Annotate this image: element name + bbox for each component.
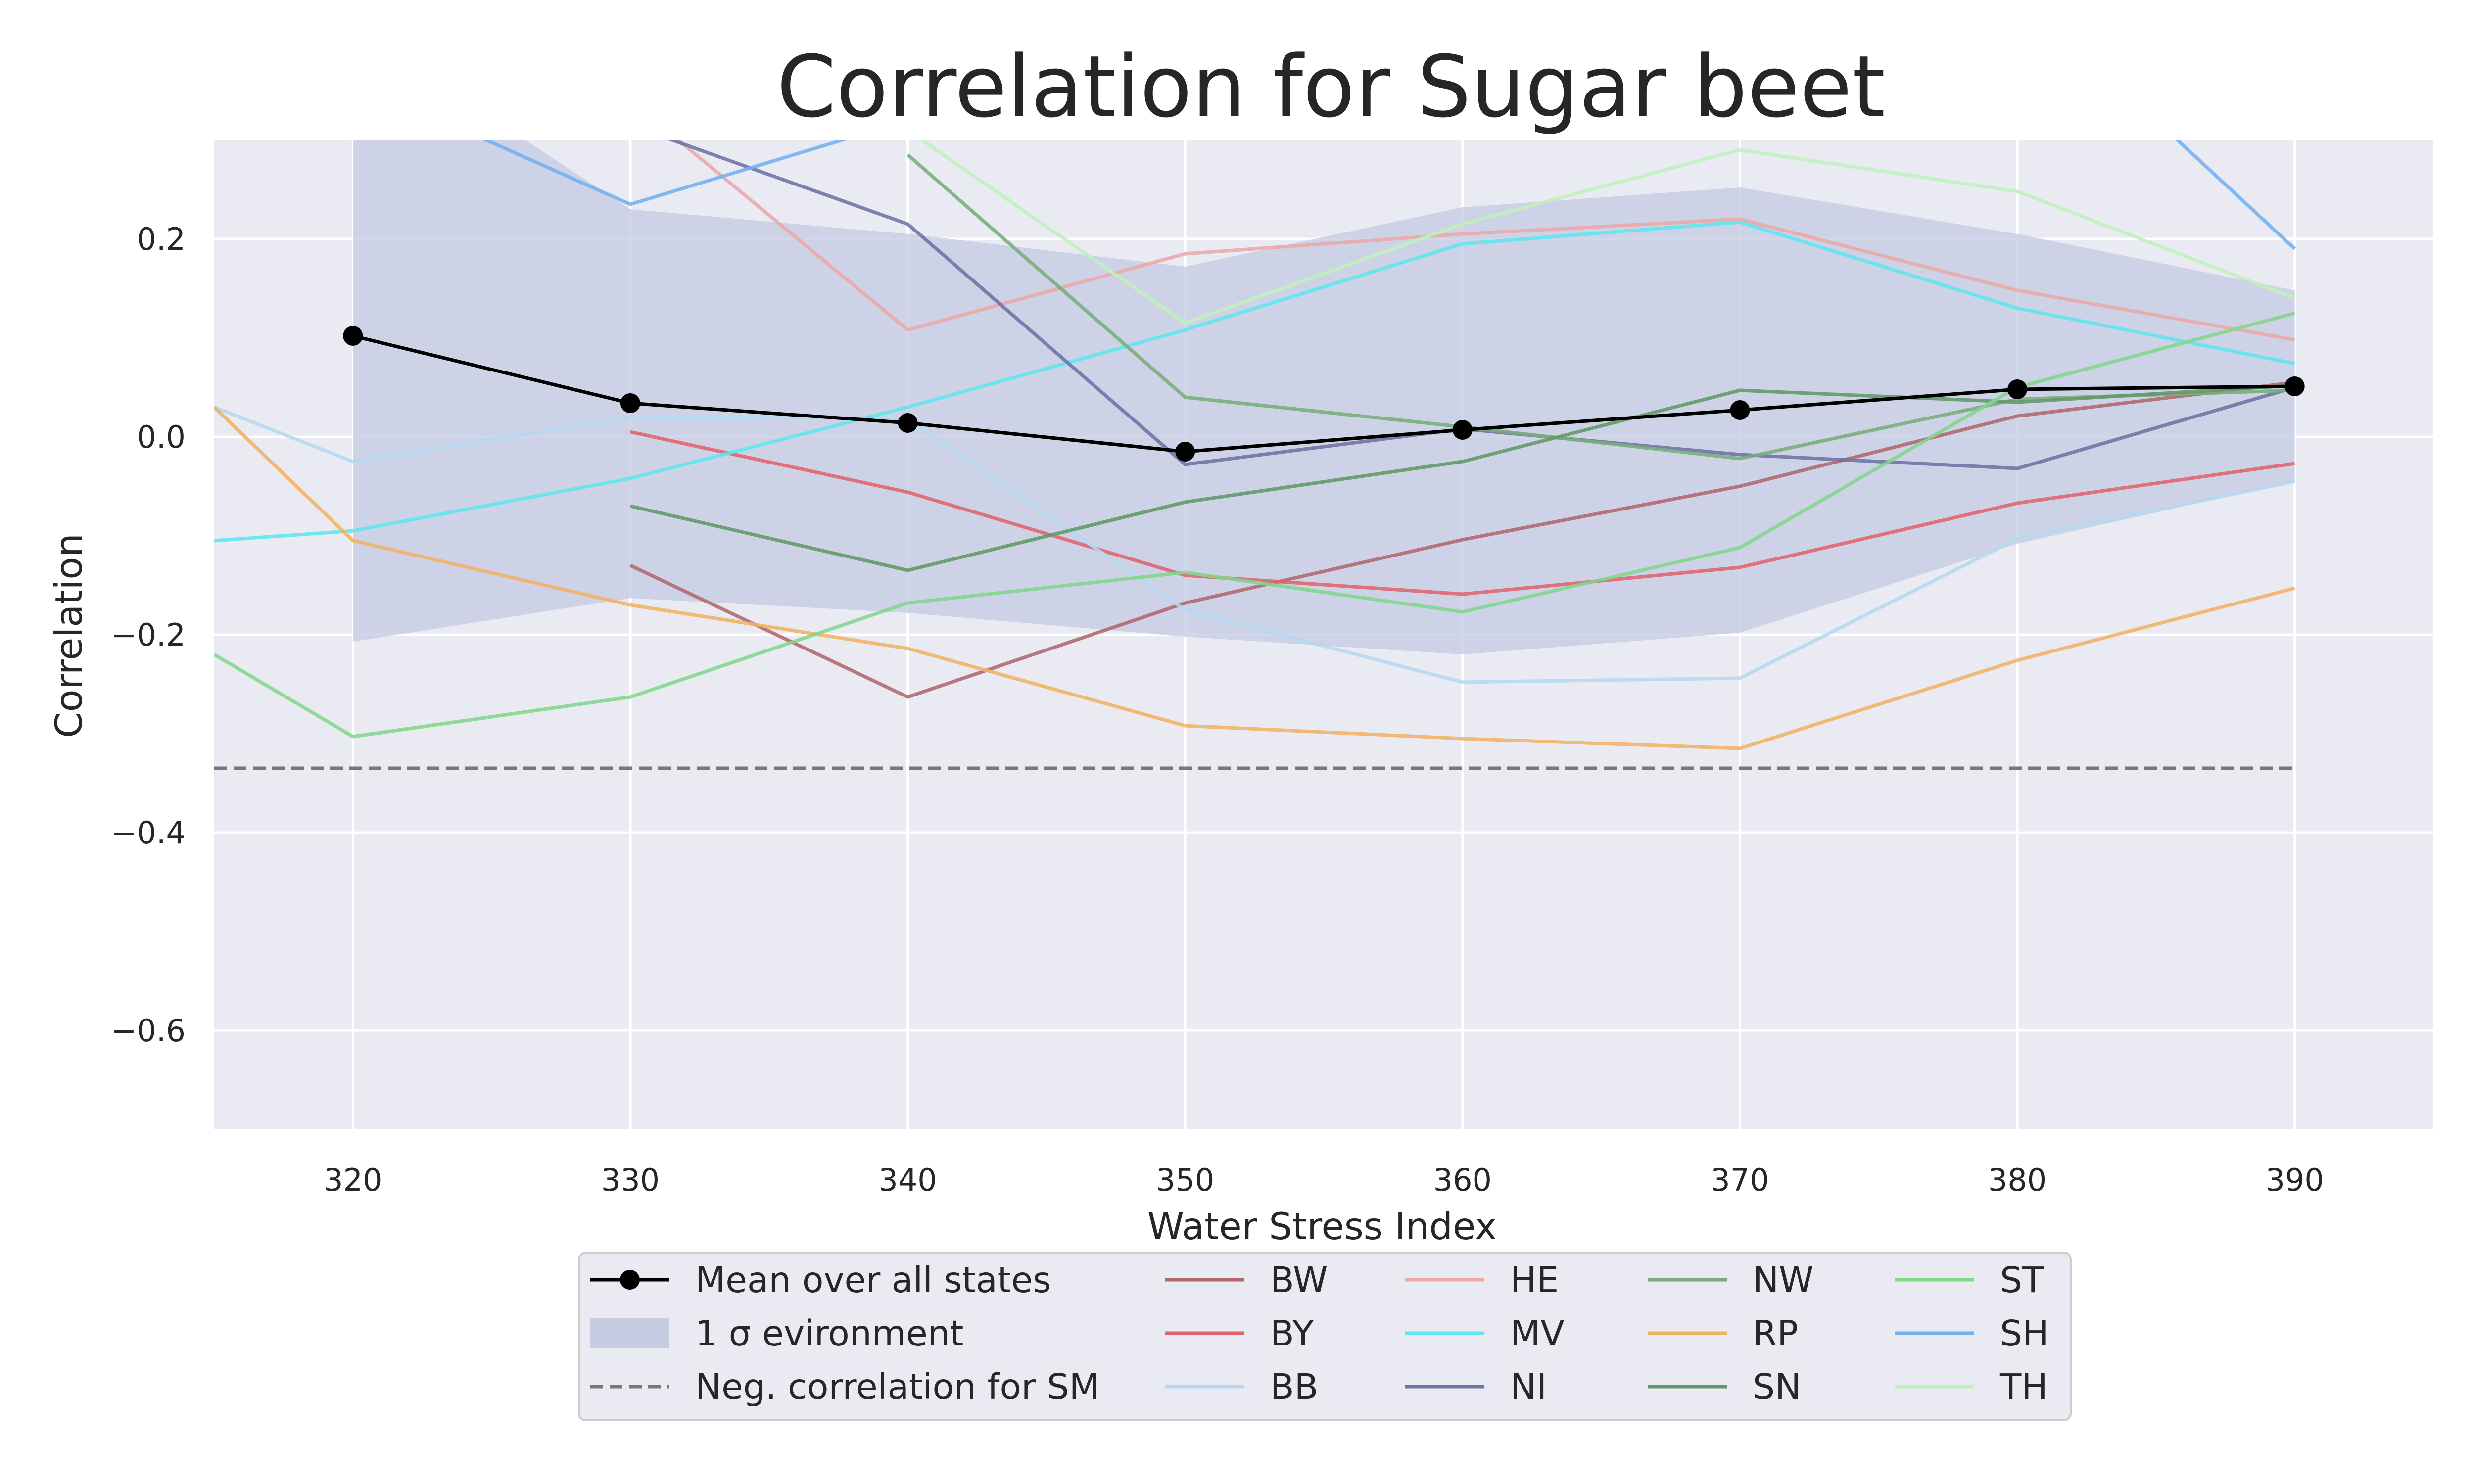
series-line-bb: [214, 405, 2295, 684]
legend-label: MV: [1510, 1313, 1565, 1354]
y-axis-label: Correlation: [47, 533, 91, 738]
legend-label: SN: [1753, 1366, 1801, 1407]
mean-point: [343, 326, 363, 346]
series-line-mv: [214, 220, 2295, 543]
series-line-sh: [481, 140, 2296, 250]
x-tick-label: 320: [324, 1162, 382, 1198]
legend-label: BW: [1270, 1259, 1328, 1300]
y-tick-label: −0.4: [111, 815, 186, 851]
mean-point: [2284, 376, 2305, 396]
legend-mean-marker: [620, 1270, 640, 1290]
legend-label: RP: [1753, 1313, 1798, 1354]
mean-point: [620, 393, 640, 413]
x-tick-label: 340: [878, 1162, 937, 1198]
legend-band-patch: [590, 1318, 669, 1348]
legend-label: HE: [1510, 1259, 1559, 1300]
legend-label: TH: [1999, 1366, 2048, 1407]
x-tick-label: 390: [2266, 1162, 2324, 1198]
y-tick-label: −0.2: [111, 617, 186, 653]
series-line-ni: [666, 140, 2295, 470]
legend-label: 1 σ evironment: [695, 1313, 963, 1354]
legend-label: NW: [1753, 1259, 1813, 1300]
x-tick-label: 380: [1988, 1162, 2046, 1198]
plot-area: 320 330 340 350 360 370 380 390 0.2 0.0 −0.2 −0.4 −0…: [111, 140, 2433, 1198]
y-tick-label: −0.6: [111, 1013, 186, 1049]
mean-point: [898, 413, 918, 433]
data-layer: [214, 140, 2305, 770]
sigma-band: [353, 140, 2295, 654]
legend-label: Neg. correlation for SM: [695, 1366, 1099, 1407]
legend-label: SH: [2000, 1313, 2048, 1354]
series-line-bw: [629, 380, 2295, 699]
series-line-th: [919, 140, 2295, 325]
legend-label: Mean over all states: [695, 1259, 1051, 1300]
x-tick-label: 330: [601, 1162, 660, 1198]
legend-label: ST: [2000, 1259, 2044, 1300]
x-axis-label: Water Stress Index: [1147, 1205, 1497, 1248]
mean-point: [2007, 379, 2028, 399]
series-line-rp: [214, 406, 2295, 750]
mean-point: [1730, 400, 1750, 420]
legend: Mean over all states 1 σ evironment Neg. c…: [578, 1252, 2072, 1421]
mean-point: [1452, 420, 1473, 440]
series-line-by: [630, 430, 2295, 596]
series-line-he: [675, 140, 2295, 342]
y-tick-label: 0.2: [137, 221, 186, 257]
legend-label: NI: [1510, 1366, 1547, 1407]
legend-box: [578, 1252, 2072, 1421]
series-line-st: [214, 311, 2295, 739]
legend-label: BB: [1270, 1366, 1318, 1407]
mean-point: [1175, 442, 1195, 462]
series-line-sn: [630, 383, 2295, 572]
x-tick-label: 350: [1156, 1162, 1214, 1198]
chart-title: Correlation for Sugar beet: [777, 37, 1886, 137]
legend-label: BY: [1270, 1313, 1314, 1354]
x-tick-label: 360: [1433, 1162, 1492, 1198]
y-tick-label: 0.0: [137, 419, 186, 455]
x-tick-label: 370: [1711, 1162, 1769, 1198]
mean-line: [352, 334, 2295, 454]
